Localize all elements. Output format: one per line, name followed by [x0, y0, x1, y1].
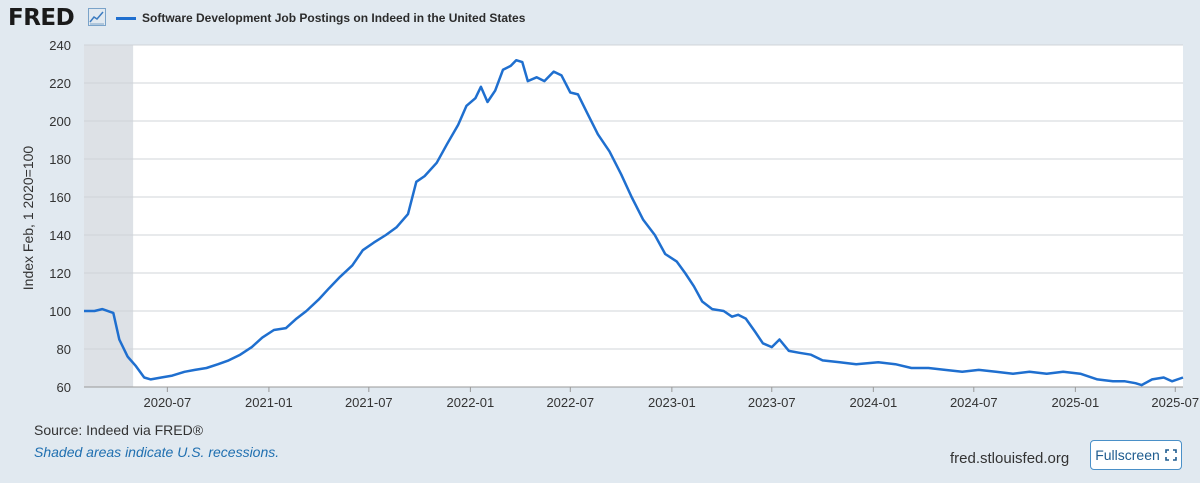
plot-background — [84, 45, 1183, 387]
y-tick-label: 120 — [49, 266, 71, 281]
chart-title: Software Development Job Postings on Ind… — [142, 11, 526, 25]
chart-legend: Software Development Job Postings on Ind… — [116, 10, 525, 26]
legend-swatch — [116, 16, 136, 20]
line-chart-icon — [88, 8, 106, 26]
recession-shading — [84, 45, 134, 387]
fullscreen-label: Fullscreen — [1095, 447, 1160, 463]
y-tick-label: 60 — [57, 380, 71, 395]
fullscreen-icon — [1164, 449, 1177, 461]
source-note: Source: Indeed via FRED® — [34, 422, 204, 438]
x-tick-label: 2024-07 — [950, 395, 998, 410]
x-tick-label: 2022-07 — [546, 395, 594, 410]
y-tick-label: 200 — [49, 114, 71, 129]
x-tick-label: 2021-01 — [245, 395, 293, 410]
x-tick-label: 2021-07 — [345, 395, 393, 410]
fred-url: fred.stlouisfed.org — [950, 450, 1070, 467]
y-tick-label: 220 — [49, 76, 71, 91]
y-tick-label: 80 — [57, 342, 71, 357]
x-tick-label: 2023-01 — [648, 395, 696, 410]
x-tick-label: 2025-01 — [1052, 395, 1100, 410]
y-axis-label: Index Feb, 1 2020=100 — [20, 145, 36, 291]
series-line — [84, 58, 1184, 387]
x-tick-label: 2025-07 — [1151, 395, 1199, 410]
y-tick-label: 100 — [49, 304, 71, 319]
fred-logo[interactable]: FRED — [8, 5, 75, 31]
x-tick-label: 2020-07 — [143, 395, 191, 410]
x-tick-label: 2022-01 — [447, 395, 495, 410]
recession-note: Shaded areas indicate U.S. recessions. — [34, 444, 280, 460]
y-tick-label: 240 — [49, 38, 71, 53]
fullscreen-button[interactable]: Fullscreen — [1090, 440, 1182, 470]
y-tick-label: 160 — [49, 190, 71, 205]
y-tick-label: 140 — [49, 228, 71, 243]
y-tick-label: 180 — [49, 152, 71, 167]
x-tick-label: 2023-07 — [748, 395, 796, 410]
x-tick-label: 2024-01 — [849, 395, 897, 410]
